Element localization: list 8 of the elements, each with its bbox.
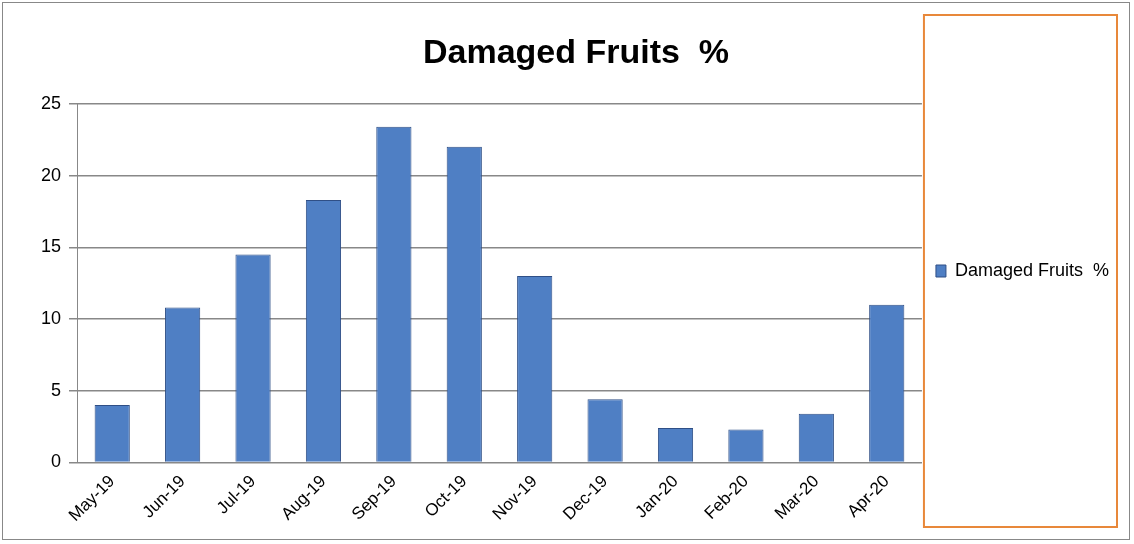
y-tick-label: 0 — [51, 451, 62, 472]
legend-label: Damaged Fruits % — [954, 259, 1110, 280]
chart-title: Damaged Fruits % — [422, 31, 730, 70]
y-tick-label: 10 — [40, 307, 62, 328]
y-tick-label: 20 — [40, 164, 62, 185]
y-tick-label: 15 — [40, 236, 62, 257]
y-tick-label: 25 — [40, 92, 62, 113]
y-tick-label: 5 — [51, 379, 62, 400]
